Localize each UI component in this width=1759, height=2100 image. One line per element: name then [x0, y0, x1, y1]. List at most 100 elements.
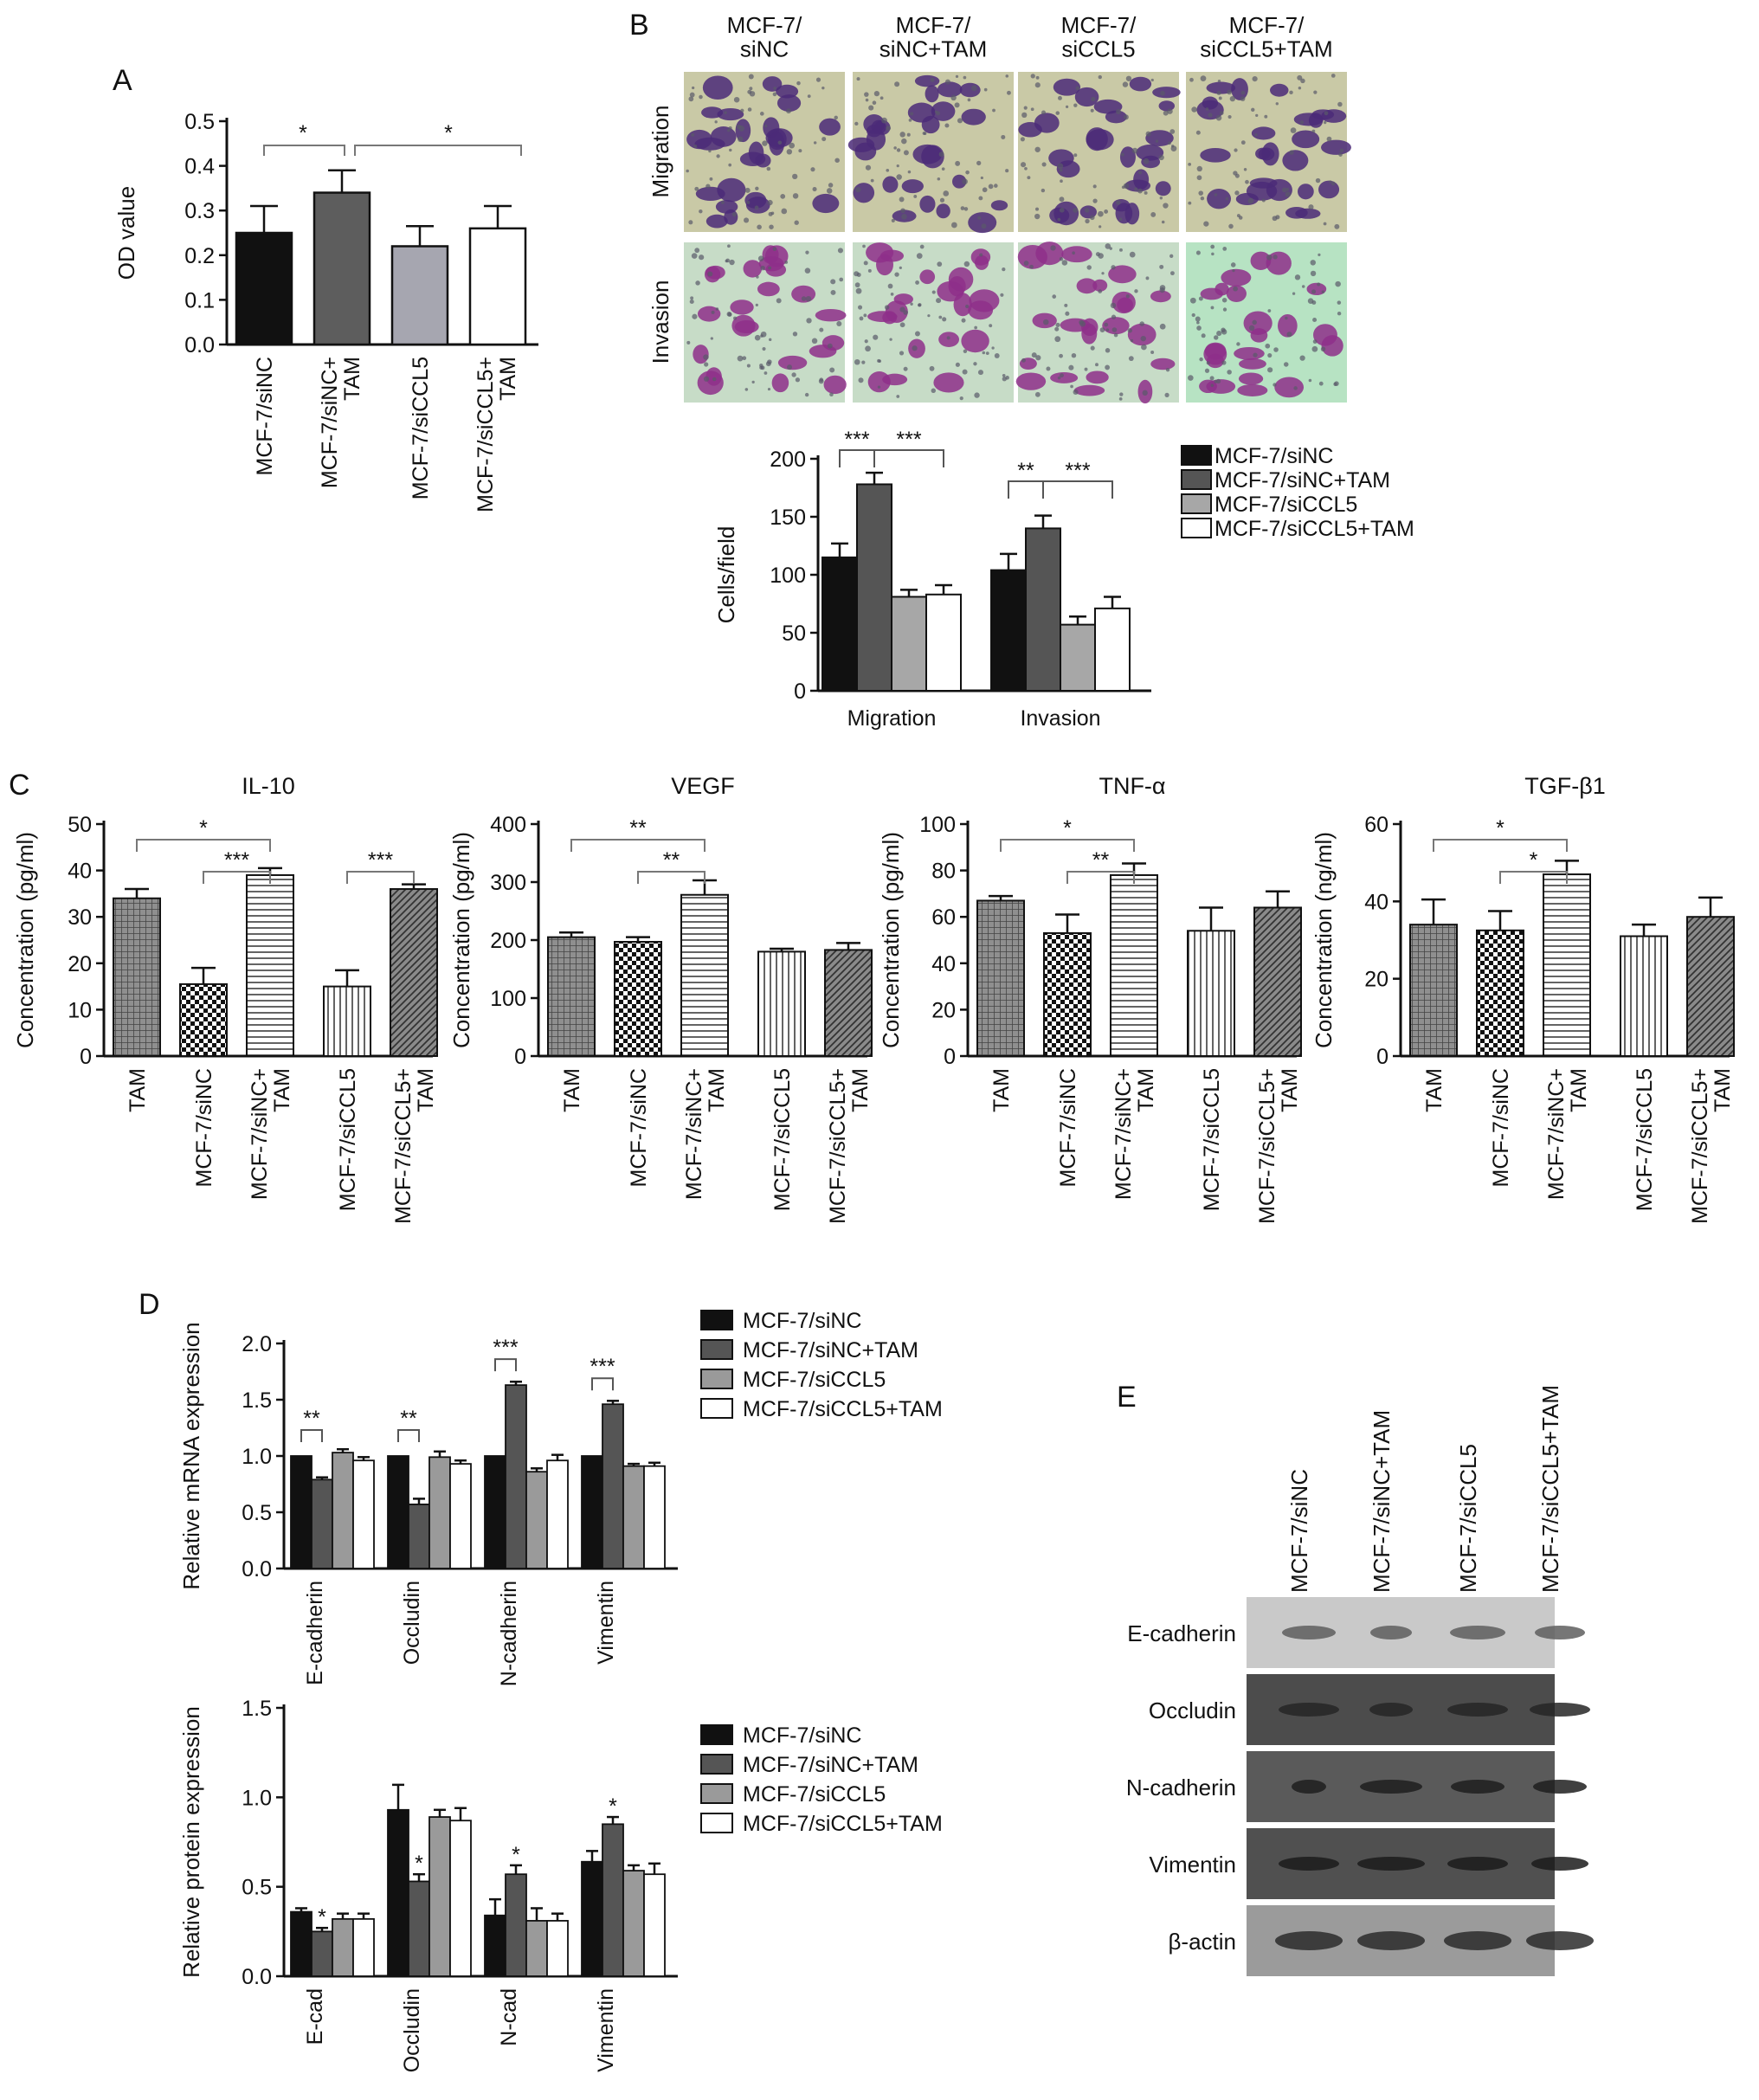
bar: [311, 1930, 333, 1977]
significance-bracket: [1433, 839, 1568, 852]
x-tick-label: TAM: [560, 1068, 584, 1112]
blot-row-label: Vimentin: [1149, 1852, 1236, 1878]
bar: [290, 1455, 312, 1569]
bar: [387, 1455, 409, 1569]
lane-label: MCF-7/siNC: [1286, 1469, 1312, 1593]
row-label-invasion: Invasion: [648, 280, 673, 364]
bar: [390, 245, 449, 346]
significance-bracket: [1008, 480, 1044, 499]
significance-bracket: [1066, 871, 1135, 884]
y-tick-label: 150: [770, 506, 806, 530]
bar: [525, 1471, 548, 1569]
micrograph-tile: [1015, 242, 1179, 404]
x-tick-label: MCF-7/siNC+TAM: [1544, 1068, 1591, 1200]
bar: [484, 1914, 506, 1977]
bar: [602, 1823, 624, 1977]
panel-b-micrographs: MCF-7/siNC MCF-7/siNC+TAM MCF-7/siCCL5 MCF-…: [648, 12, 1351, 404]
bar: [505, 1873, 527, 1977]
significance-label: **: [303, 1407, 320, 1431]
row-label-migration: Migration: [648, 106, 673, 198]
lane-label: MCF-7/siNC+TAM: [1369, 1410, 1395, 1593]
y-tick-label: 0: [80, 1045, 92, 1069]
significance-bracket: [300, 1429, 323, 1442]
legend-label: MCF-7/siCCL5+TAM: [743, 1397, 943, 1421]
y-tick-label: 100: [770, 564, 806, 588]
y-tick-label: 0.4: [184, 155, 215, 179]
bar: [1620, 935, 1668, 1057]
y-tick-label: 100: [919, 813, 956, 837]
micrograph-tile: [1186, 242, 1347, 403]
bar: [581, 1860, 603, 1977]
column-label: MCF-7/siNC: [727, 12, 802, 61]
significance-label: ***: [590, 1355, 615, 1379]
bar: [505, 1384, 527, 1569]
bar: [891, 596, 927, 692]
y-tick-label: 0: [1376, 1045, 1389, 1069]
bar: [1060, 623, 1096, 692]
x-tick-label: MCF-7/siCCL5: [770, 1068, 795, 1211]
x-tick-label: MCF-7/siCCL5: [336, 1068, 360, 1211]
bar: [246, 873, 294, 1058]
bar: [622, 1870, 645, 1977]
x-tick-label: MCF-7/siNC: [1056, 1068, 1080, 1188]
legend-swatch: [700, 1369, 733, 1389]
blot-band: [1533, 1780, 1587, 1794]
significance-label: ***: [844, 428, 869, 452]
y-axis-title: OD value: [113, 186, 139, 280]
bar: [581, 1455, 603, 1569]
bar: [484, 1455, 506, 1569]
x-tick-label: TAM: [989, 1068, 1014, 1112]
y-tick-label: 80: [931, 860, 956, 884]
chart-b-cells-per-field: 0 50 100 150 200 Cells/field Migration Invasion…: [713, 428, 1414, 731]
bar: [614, 941, 662, 1058]
y-tick-label: 400: [490, 813, 526, 837]
significance-label: *: [299, 121, 307, 145]
y-tick-label: 20: [931, 998, 956, 1022]
y-tick-label: 2.0: [242, 1332, 272, 1356]
blot-row-label: E-cadherin: [1127, 1620, 1236, 1646]
significance-label: *: [318, 1905, 326, 1929]
blot-band: [1279, 1857, 1339, 1871]
bar: [546, 1920, 569, 1977]
x-tick-label: Vimentin: [594, 1988, 618, 2072]
legend-label: MCF-7/siNC+TAM: [743, 1753, 918, 1777]
x-tick-label: Occludin: [400, 1988, 424, 2072]
lane-label: MCF-7/siCCL5: [1455, 1444, 1481, 1593]
legend-swatch: [700, 1339, 733, 1360]
bar: [1043, 931, 1092, 1057]
chart-c-tnf: 0 20 40 60 80 100 Concentration (pg/ml) TNF-α TA…: [878, 773, 1302, 1224]
bar: [113, 897, 161, 1058]
legend-swatch: [700, 1398, 733, 1419]
bar: [1094, 607, 1131, 692]
significance-label: *: [199, 816, 208, 841]
legend-swatch: [1181, 518, 1212, 538]
y-axis-title: Concentration (ng/ml): [1311, 832, 1337, 1048]
x-tick-label: E-cad: [303, 1988, 327, 2045]
blot-band: [1530, 1703, 1590, 1717]
x-tick-label: TAM: [126, 1068, 150, 1112]
bar: [449, 1463, 472, 1569]
lane-label: MCF-7/siCCL5+TAM: [1537, 1385, 1563, 1593]
legend-swatch: [700, 1724, 733, 1745]
y-tick-label: 50: [68, 813, 92, 837]
x-tick-label: MCF-7/siNC: [253, 357, 277, 476]
bar: [822, 556, 858, 692]
legend-label: MCF-7/siCCL5+TAM: [1215, 517, 1414, 541]
panel-letter-c: C: [9, 769, 30, 802]
significance-label: *: [1063, 816, 1072, 841]
significance-bracket: [637, 871, 706, 884]
blot-row-label: N-cadherin: [1126, 1775, 1236, 1800]
blot-band: [1370, 1626, 1412, 1639]
y-tick-label: 0.5: [184, 110, 215, 134]
significance-bracket: [203, 871, 271, 884]
chart-c-vegf: 0 100 200 300 400 Concentration (pg/ml) VEGF TA…: [448, 773, 873, 1224]
x-tick-label: MCF-7/siCCL5: [1633, 1068, 1657, 1211]
blot-band: [1357, 1857, 1425, 1871]
y-axis-title: Concentration (pg/ml): [448, 832, 474, 1048]
significance-bracket: [591, 1377, 614, 1391]
chart-d-protein: 0.0 0.5 1.0 1.5 Relative protein expression E…: [178, 1697, 943, 2072]
chart-title: IL-10: [242, 773, 295, 799]
y-tick-label: 30: [68, 905, 92, 930]
bar: [1409, 924, 1458, 1057]
